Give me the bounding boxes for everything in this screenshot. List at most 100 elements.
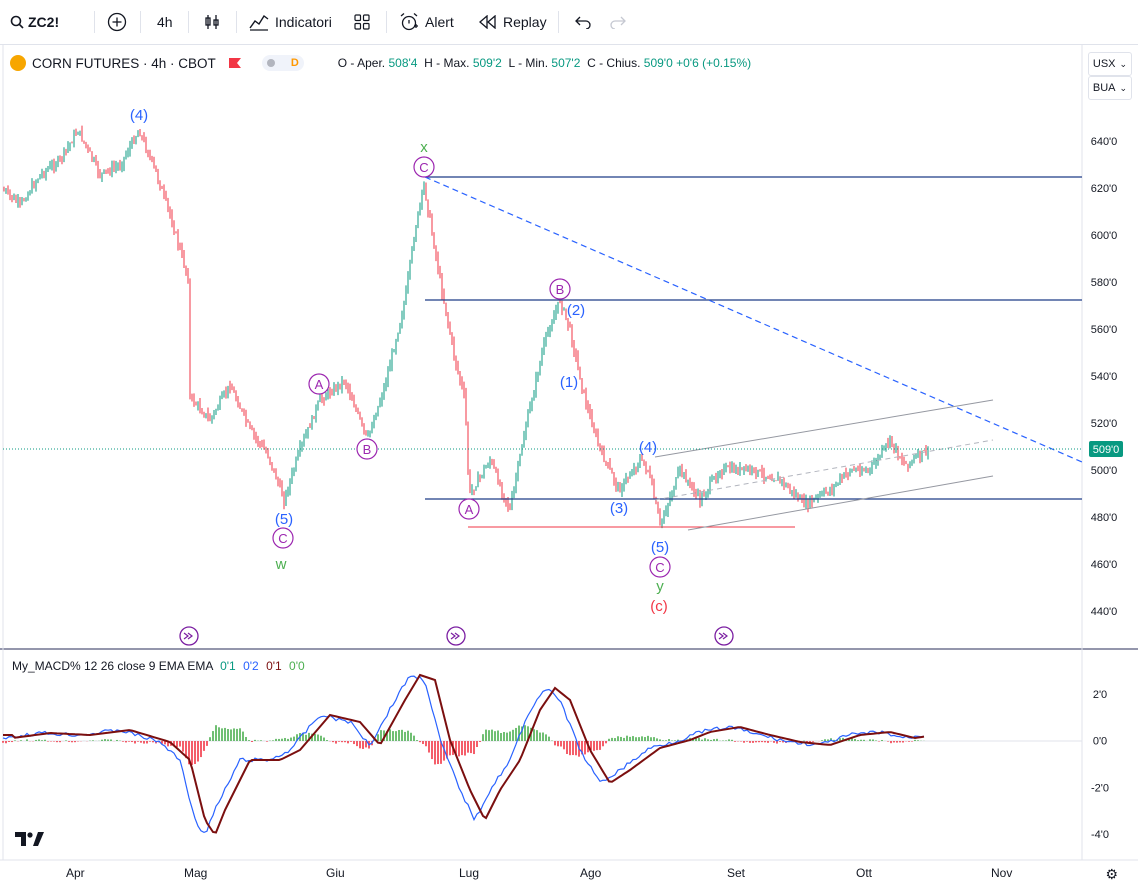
currency-label: USX bbox=[1092, 58, 1116, 70]
symbol-name: ZC2! bbox=[28, 14, 60, 30]
candles-icon bbox=[205, 15, 219, 29]
gear-icon[interactable]: ⚙ bbox=[1105, 866, 1118, 882]
divider bbox=[386, 11, 387, 33]
wave-label: C bbox=[278, 531, 287, 546]
ohlc-values: O - Aper. 508'4 H - Max. 509'2 L - Min. … bbox=[338, 56, 751, 70]
macd-value: 0'0 bbox=[289, 659, 305, 673]
wave-label[interactable]: (c) bbox=[650, 598, 668, 615]
redo-icon bbox=[610, 16, 626, 29]
delayed-badge: D bbox=[290, 57, 299, 69]
time-axis-label: Lug bbox=[459, 866, 480, 880]
chevron-down-icon: ⌄ bbox=[1119, 82, 1128, 93]
indicators-icon bbox=[249, 14, 269, 31]
wave-label: C bbox=[655, 560, 664, 575]
indicators-button[interactable]: Indicatori bbox=[249, 8, 332, 36]
wave-label[interactable]: (5) bbox=[651, 539, 669, 556]
macd-line bbox=[2, 675, 925, 834]
dashed-trendline[interactable] bbox=[424, 176, 1083, 463]
macd-value: 0'1 bbox=[220, 659, 236, 673]
undo-button[interactable] bbox=[573, 8, 591, 36]
wave-circle-marker[interactable] bbox=[272, 527, 294, 549]
unit-label: BUA bbox=[1092, 82, 1116, 94]
double-chevron-icon bbox=[183, 632, 193, 640]
rollover-icon[interactable] bbox=[714, 626, 734, 646]
tradingview-logo[interactable] bbox=[15, 832, 44, 846]
divider bbox=[188, 11, 189, 33]
channel-lower-line[interactable] bbox=[687, 475, 994, 531]
rewind-icon bbox=[479, 15, 496, 29]
time-axis-label: Mag bbox=[184, 866, 208, 880]
price-tick-label: 480'0 bbox=[1091, 512, 1118, 524]
wave-label[interactable]: (2) bbox=[567, 302, 585, 319]
wave-label[interactable]: (4) bbox=[639, 439, 657, 456]
alarm-clock-icon bbox=[400, 13, 418, 31]
chart-title: CORN FUTURES · 4h · CBOT bbox=[32, 55, 216, 71]
wave-label[interactable]: (1) bbox=[560, 374, 578, 391]
close-value: 509'0 bbox=[643, 56, 673, 70]
last-price-text: 509'0 bbox=[1093, 444, 1120, 456]
price-tick-label: 620'0 bbox=[1091, 183, 1118, 195]
macd-tick-label: -2'0 bbox=[1091, 782, 1109, 794]
chart-type-button[interactable] bbox=[203, 8, 221, 36]
add-symbol-button[interactable] bbox=[107, 8, 127, 36]
price-tick-label: 520'0 bbox=[1091, 418, 1118, 430]
currency-select[interactable]: USX ⌄ bbox=[1088, 52, 1132, 76]
rollover-icon[interactable] bbox=[179, 626, 199, 646]
wave-circle-marker[interactable] bbox=[308, 373, 330, 395]
symbol-search[interactable]: ZC2! bbox=[10, 8, 59, 36]
wave-label: B bbox=[363, 442, 372, 457]
macd-axis[interactable]: 2'0 0'0 -2'0 -4'0 bbox=[1091, 689, 1109, 841]
wave-label[interactable]: x bbox=[420, 139, 428, 156]
replay-label: Replay bbox=[503, 14, 547, 30]
top-toolbar: ZC2! 4h Indicatori Alert Replay bbox=[0, 0, 1138, 45]
close-label: C - Chius. bbox=[587, 56, 641, 70]
market-status-badge[interactable]: D bbox=[261, 55, 304, 71]
indicators-label: Indicatori bbox=[275, 14, 332, 30]
redo-button[interactable] bbox=[610, 8, 628, 36]
price-tick-label: 640'0 bbox=[1091, 136, 1118, 148]
wave-label[interactable]: y bbox=[656, 578, 664, 595]
price-axis[interactable]: 640'0 620'0 600'0 580'0 560'0 540'0 520'0 500'0… bbox=[1091, 136, 1118, 618]
channel-upper-line[interactable] bbox=[654, 399, 994, 458]
channel-mid-line[interactable] bbox=[654, 439, 994, 501]
price-tick-label: 440'0 bbox=[1091, 606, 1118, 618]
layouts-button[interactable] bbox=[353, 8, 371, 36]
macd-tick-label: 2'0 bbox=[1093, 689, 1107, 701]
high-value: 509'2 bbox=[472, 56, 502, 70]
wave-label: A bbox=[315, 377, 324, 392]
unit-select[interactable]: BUA ⌄ bbox=[1088, 76, 1132, 100]
open-value: 508'4 bbox=[388, 56, 418, 70]
macd-value: 0'2 bbox=[243, 659, 259, 673]
divider bbox=[236, 11, 237, 33]
flag-icon[interactable] bbox=[228, 57, 242, 69]
alert-label: Alert bbox=[425, 14, 454, 30]
wave-circle-marker[interactable] bbox=[413, 156, 435, 178]
double-chevron-icon bbox=[718, 632, 728, 640]
wave-label[interactable]: (5) bbox=[275, 511, 293, 528]
status-dot bbox=[266, 59, 275, 67]
wave-circle-marker[interactable] bbox=[356, 438, 378, 460]
wave-label[interactable]: (4) bbox=[130, 107, 148, 124]
time-axis-label: Ott bbox=[856, 866, 873, 880]
last-price-badge bbox=[1089, 441, 1123, 457]
wave-label: B bbox=[556, 282, 565, 297]
alert-button[interactable]: Alert bbox=[399, 8, 454, 36]
wave-circle-marker[interactable] bbox=[549, 278, 571, 300]
macd-tick-label: 0'0 bbox=[1093, 736, 1107, 748]
time-axis-label: Ago bbox=[580, 866, 602, 880]
price-tick-label: 460'0 bbox=[1091, 559, 1118, 571]
chevron-down-icon: ⌄ bbox=[1119, 58, 1128, 69]
wave-label[interactable]: (3) bbox=[610, 500, 628, 517]
wave-circle-marker[interactable] bbox=[649, 556, 671, 578]
divider bbox=[94, 11, 95, 33]
wave-circle-marker[interactable] bbox=[458, 498, 480, 520]
low-label: L - Min. bbox=[508, 56, 549, 70]
interval-button[interactable]: 4h bbox=[157, 14, 173, 30]
macd-title: My_MACD% 12 26 close 9 EMA EMA bbox=[12, 659, 213, 673]
price-tick-label: 540'0 bbox=[1091, 371, 1118, 383]
rollover-icon[interactable] bbox=[446, 626, 466, 646]
time-axis-label: Set bbox=[727, 866, 746, 880]
wave-label[interactable]: w bbox=[275, 556, 287, 573]
replay-button[interactable]: Replay bbox=[479, 8, 547, 36]
